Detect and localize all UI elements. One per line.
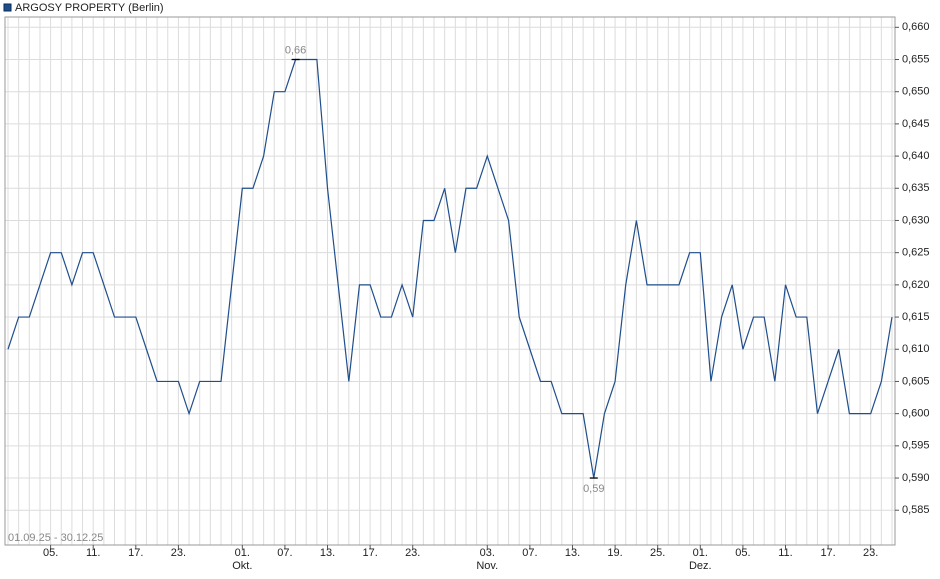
x-tick-label: 13. <box>320 547 335 559</box>
x-tick-label: 07. <box>522 547 537 559</box>
y-tick-label: 0,655 <box>902 53 930 65</box>
legend-label: ARGOSY PROPERTY (Berlin) <box>15 2 164 14</box>
y-tick-label: 0,635 <box>902 182 930 194</box>
x-tick-label: 13. <box>565 547 580 559</box>
y-tick-label: 0,610 <box>902 343 930 355</box>
x-tick-label: 05. <box>43 547 58 559</box>
x-tick-label: 11. <box>86 547 100 559</box>
price-line <box>7 58 893 479</box>
y-tick-label: 0,630 <box>902 214 930 226</box>
y-tick-label: 0,605 <box>902 375 930 387</box>
x-tick-label: 01. <box>235 547 250 559</box>
value-label: 0,66 <box>285 44 306 56</box>
x-month-label: Okt. <box>232 560 252 572</box>
x-tick-label: 17. <box>362 547 377 559</box>
y-tick-label: 0,595 <box>902 440 930 452</box>
y-tick-label: 0,660 <box>902 21 930 33</box>
value-label: 0,59 <box>583 483 604 495</box>
x-tick-label: 03. <box>480 547 495 559</box>
x-tick-label: 17. <box>128 547 143 559</box>
x-tick-label: 25. <box>650 547 665 559</box>
legend-swatch <box>3 3 12 12</box>
y-tick-label: 0,640 <box>902 150 930 162</box>
x-tick-label: 17. <box>820 547 835 559</box>
x-month-label: Nov. <box>476 560 498 572</box>
y-tick-label: 0,615 <box>902 311 930 323</box>
range-label: 01.09.25 - 30.12.25 <box>8 532 103 544</box>
y-tick-label: 0,585 <box>902 504 930 516</box>
x-tick-label: 23. <box>171 547 186 559</box>
x-month-label: Dez. <box>689 560 712 572</box>
y-tick-label: 0,620 <box>902 279 930 291</box>
x-tick-label: 07. <box>277 547 292 559</box>
y-tick-label: 0,645 <box>902 118 930 130</box>
x-tick-label: 11. <box>778 547 792 559</box>
y-tick-label: 0,625 <box>902 247 930 259</box>
y-tick-label: 0,590 <box>902 472 930 484</box>
x-tick-label: 23. <box>405 547 420 559</box>
y-tick-label: 0,650 <box>902 86 930 98</box>
y-tick-label: 0,600 <box>902 408 930 420</box>
plot-frame <box>4 16 896 546</box>
x-tick-label: 01. <box>693 547 708 559</box>
x-tick-label: 19. <box>607 547 622 559</box>
x-tick-label: 23. <box>863 547 878 559</box>
x-tick-label: 05. <box>735 547 750 559</box>
